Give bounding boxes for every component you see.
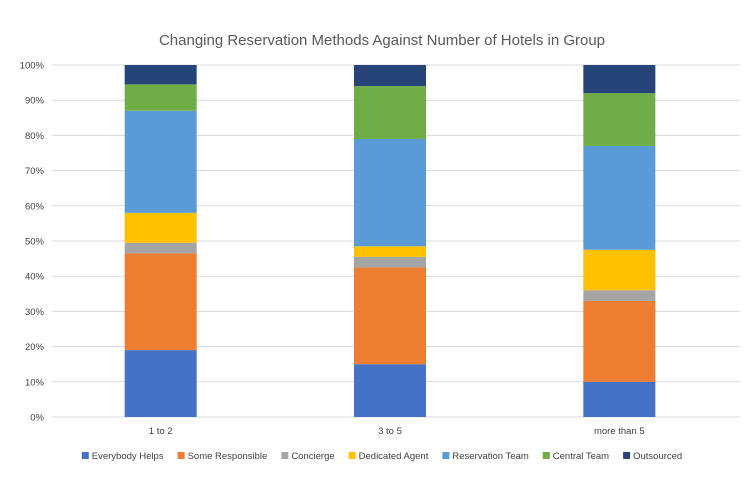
bar-segment bbox=[124, 110, 197, 213]
legend-swatch bbox=[442, 452, 450, 459]
legend-item: Central Team bbox=[542, 451, 609, 462]
bar-segment bbox=[583, 145, 656, 250]
bar-segment bbox=[583, 93, 656, 146]
bar-segment bbox=[354, 364, 426, 417]
legend-label: Concierge bbox=[291, 451, 334, 462]
bar-segment bbox=[583, 381, 656, 417]
x-axis-labels: 1 to 2 3 to 5 more than 5 bbox=[149, 426, 645, 437]
legend-swatch bbox=[177, 452, 185, 459]
y-tick-label: 90% bbox=[25, 96, 45, 107]
bar-segment bbox=[124, 65, 197, 85]
y-tick-label: 20% bbox=[25, 342, 45, 353]
legend-swatch bbox=[81, 452, 89, 459]
x-tick-label: 1 to 2 bbox=[149, 426, 173, 437]
legend-item: Dedicated Agent bbox=[348, 451, 429, 462]
bar-segment bbox=[354, 138, 426, 247]
y-tick-label: 0% bbox=[30, 413, 44, 424]
legend-label: Dedicated Agent bbox=[359, 451, 429, 462]
bar-stack bbox=[354, 65, 426, 417]
legend-label: Central Team bbox=[553, 451, 609, 462]
bar-segment bbox=[124, 350, 197, 417]
bar-segment bbox=[583, 249, 656, 291]
bar-segment bbox=[583, 65, 656, 94]
bar-segment bbox=[354, 86, 426, 139]
legend-swatch bbox=[542, 452, 550, 459]
bar-segment bbox=[354, 246, 426, 257]
bar-stack bbox=[583, 65, 656, 417]
bar-segment bbox=[124, 253, 197, 351]
legend-label: Outsourced bbox=[633, 451, 682, 462]
bars bbox=[124, 65, 656, 417]
chart-title: Changing Reservation Methods Against Num… bbox=[159, 32, 605, 49]
legend-swatch bbox=[281, 452, 289, 459]
bar-segment bbox=[124, 242, 197, 254]
legend-swatch bbox=[623, 452, 631, 459]
legend-item: Reservation Team bbox=[442, 451, 529, 462]
bar-segment bbox=[124, 212, 197, 243]
bar-segment bbox=[354, 65, 426, 87]
y-tick-label: 80% bbox=[25, 131, 45, 142]
legend-swatch bbox=[348, 452, 356, 459]
legend-label: Some Responsible bbox=[188, 451, 268, 462]
y-tick-label: 70% bbox=[25, 166, 45, 177]
legend-item: Outsourced bbox=[623, 451, 682, 462]
legend-item: Some Responsible bbox=[177, 451, 268, 462]
bar-segment bbox=[354, 267, 426, 365]
bar-segment bbox=[124, 84, 197, 111]
x-tick-label: 3 to 5 bbox=[378, 426, 402, 437]
legend-label: Reservation Team bbox=[452, 451, 528, 462]
y-tick-label: 10% bbox=[25, 377, 45, 388]
y-tick-label: 50% bbox=[25, 237, 45, 248]
legend-item: Concierge bbox=[281, 451, 335, 462]
y-tick-label: 60% bbox=[25, 201, 45, 212]
y-tick-label: 30% bbox=[25, 307, 45, 318]
y-tick-label: 100% bbox=[20, 61, 45, 72]
bar-segment bbox=[583, 300, 656, 382]
y-tick-label: 40% bbox=[25, 272, 45, 283]
bar-segment bbox=[583, 290, 656, 301]
bar-stack bbox=[124, 65, 197, 417]
y-axis-ticks: 0% 10% 20% 30% 40% 50% 60% 70% 80% 90% 100% bbox=[20, 61, 45, 424]
legend-label: Everybody Helps bbox=[92, 451, 164, 462]
bar-segment bbox=[354, 256, 426, 268]
x-tick-label: more than 5 bbox=[594, 426, 645, 437]
legend-item: Everybody Helps bbox=[81, 451, 164, 462]
legend: Everybody Helps Some Responsible Concierge… bbox=[81, 451, 682, 462]
